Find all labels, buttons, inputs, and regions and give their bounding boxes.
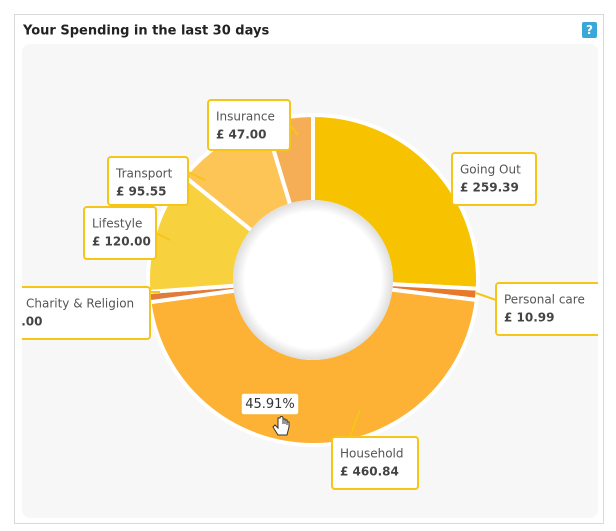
label-value: £ 120.00 <box>92 235 151 249</box>
plot: Going Out £ 259.39 Personal care £ 10.99 Hou… <box>0 99 598 490</box>
label-box <box>22 286 151 340</box>
label-name: Going Out <box>460 163 521 177</box>
label-value: £ 10.00 <box>0 315 42 329</box>
label-connector <box>349 409 361 438</box>
label-connector <box>289 124 299 136</box>
label-box <box>83 206 157 260</box>
cursor-hand <box>272 416 290 436</box>
label-value: £ 10.99 <box>504 311 554 325</box>
label-box <box>207 99 291 151</box>
label-box <box>331 436 419 490</box>
donut-hole <box>233 200 393 360</box>
label-box <box>107 156 189 206</box>
label-name: Charity & Religion <box>26 297 134 311</box>
label-connector <box>187 171 206 181</box>
tooltip-box <box>240 392 300 416</box>
label-connector <box>155 232 171 241</box>
tooltip-text: 45.91% <box>245 397 295 412</box>
label-name: Transport <box>115 167 173 181</box>
label-box <box>495 282 598 336</box>
label-name: Insurance <box>216 110 275 124</box>
label-value: £ 259.39 <box>460 181 519 195</box>
label-name: Lifestyle <box>92 217 142 231</box>
label-name: Household <box>340 447 404 461</box>
widget-title: Your Spending in the last 30 days <box>22 24 269 39</box>
label-name: Personal care <box>504 293 585 307</box>
label-value: £ 460.84 <box>340 465 399 479</box>
label-box <box>451 152 537 206</box>
help-icon[interactable]: ? <box>586 23 593 37</box>
label-value: £ 95.55 <box>116 185 166 199</box>
label-connector <box>475 292 497 301</box>
help-button[interactable] <box>582 22 597 38</box>
label-value: £ 47.00 <box>216 128 266 142</box>
